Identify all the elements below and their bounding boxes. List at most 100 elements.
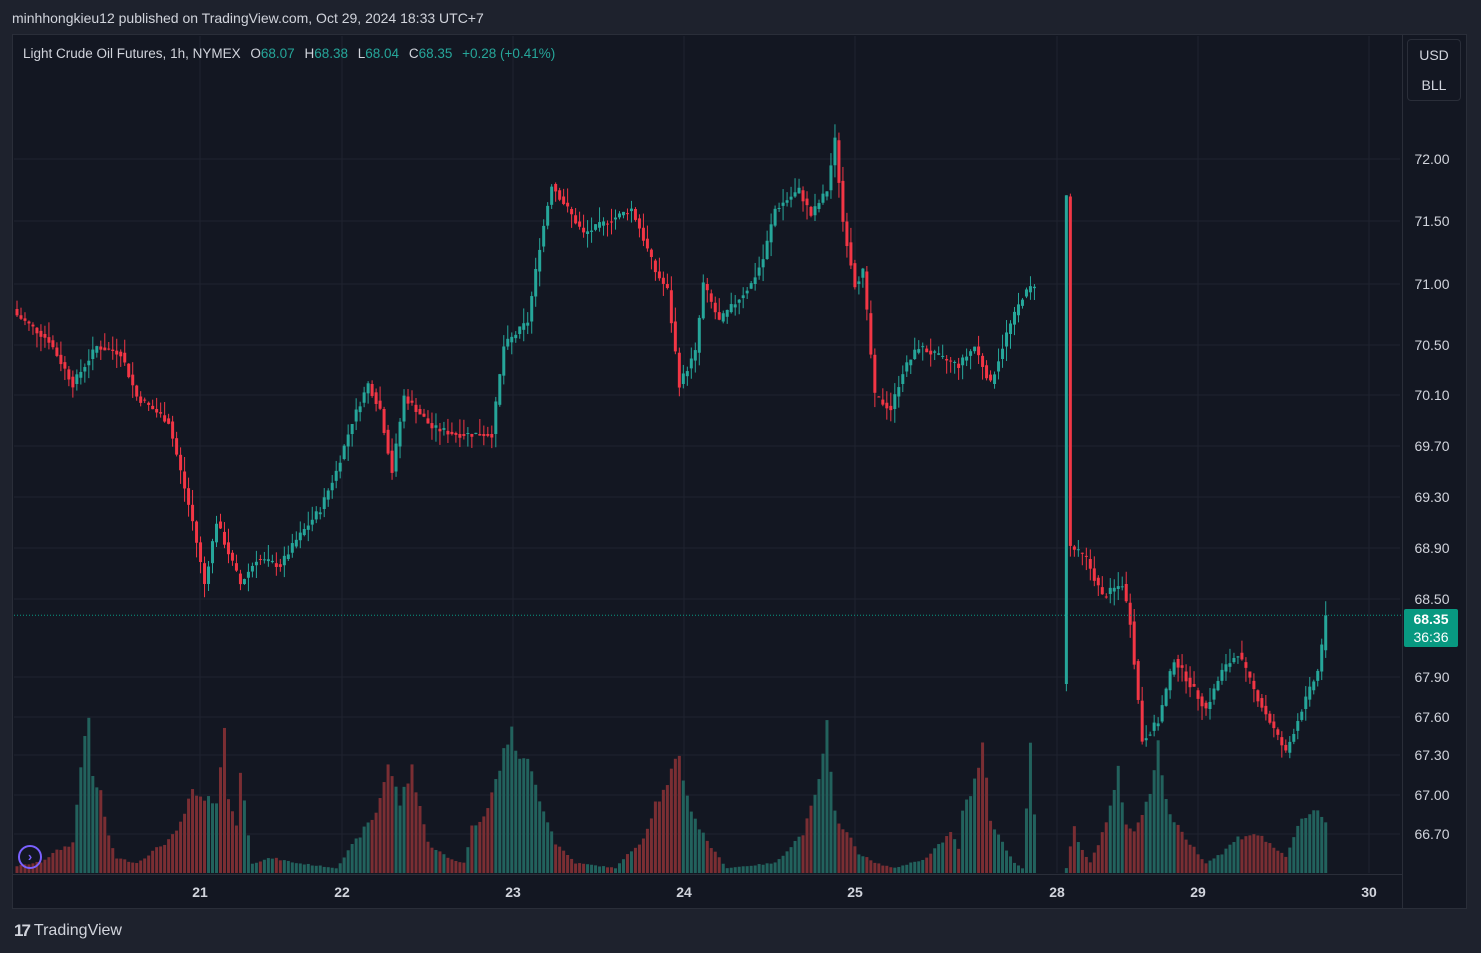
volume-bar [75,804,79,873]
volume-bar [865,857,869,873]
volume-bar [594,865,598,873]
candle-body [454,432,458,435]
volume-bar [981,742,985,873]
currency-unit-selector[interactable]: USD BLL [1407,39,1461,101]
candle-body [1308,686,1312,700]
candle-body [1184,671,1188,682]
candle-body [378,400,382,409]
volume-bar [685,795,689,873]
candle-body [1240,652,1244,660]
candle-body [885,402,889,409]
chart-pane[interactable] [12,34,1467,909]
candle-body [51,340,55,348]
volume-bar [1164,799,1168,873]
candle-body [977,346,981,356]
price-tick-label: 70.10 [1414,387,1449,403]
volume-bar [183,813,187,873]
volume-bar [841,829,845,873]
volume-bar [869,860,873,873]
candle-body [997,361,1001,372]
candle-body [1300,711,1304,720]
volume-bar [621,859,625,873]
volume-bar [342,857,346,873]
volume-bar [901,865,905,873]
volume-bar [693,818,697,873]
candle-body [625,213,629,215]
candle-body [91,349,95,359]
volume-bar [861,856,865,873]
volume-bar [598,866,602,873]
volume-bar [761,864,765,873]
candle-body [1288,741,1292,753]
candle-body [111,349,115,351]
candle-body [422,413,426,417]
volume-bar [302,864,306,873]
volume-bar [857,854,861,873]
candle-body [761,259,765,268]
legend-close-value: 68.35 [418,46,453,61]
go-to-realtime-icon[interactable]: › [18,845,42,869]
volume-bar [602,866,606,873]
volume-bar [625,854,629,873]
volume-bar [1001,841,1005,873]
volume-bar [1160,775,1164,873]
candle-body [394,443,398,472]
candle-body [406,396,410,404]
candle-body [1144,738,1148,741]
volume-bar [1076,842,1080,873]
candle-body [502,346,506,376]
legend-high-value: 68.38 [314,46,348,61]
candle-body [318,512,322,515]
candle-body [973,346,977,352]
candle-body [1312,681,1316,691]
volume-bar [330,867,334,873]
candle-body [390,450,394,473]
candle-body [721,313,725,322]
candle-body [693,350,697,361]
volume-bar [1100,832,1104,873]
volume-bar [793,840,797,873]
volume-bar [191,789,195,873]
candle-body [115,350,119,355]
volume-bar [1096,845,1100,873]
volume-bar [1128,828,1132,873]
candle-body [1100,587,1104,595]
candle-body [649,249,653,258]
volume-bar [155,847,159,873]
volume-bar [222,727,226,873]
candle-body [629,208,633,212]
candle-body [773,208,777,226]
candle-body [434,425,438,428]
volume-bar [478,821,482,873]
volume-bar [294,863,298,873]
volume-bar [402,786,406,873]
candle-body [1220,669,1224,681]
bar-countdown: 36:36 [1413,629,1449,645]
volume-bar [925,857,929,873]
volume-bar [159,846,163,873]
grid-lines [14,36,1400,873]
volume-bar [462,862,466,873]
volume-bar [709,848,713,873]
volume-bar [705,840,709,873]
candle-body [558,190,562,200]
candle-body [270,560,274,563]
candle-body [382,409,386,433]
volume-bar [163,844,167,873]
candle-body [71,376,75,388]
candle-body [945,359,949,361]
volume-bar [737,866,741,873]
candle-body [965,356,969,361]
tradingview-logo[interactable]: 17 TradingView [14,921,122,941]
volume-bar [426,841,430,873]
candle-body [127,363,131,378]
candle-body [637,218,641,229]
candle-body [673,321,677,352]
candle-body [1196,690,1200,699]
volume-bar [953,839,957,873]
candle-body [282,555,286,566]
candle-body [498,374,502,405]
candle-body [889,405,893,411]
volume-bar [119,858,123,873]
